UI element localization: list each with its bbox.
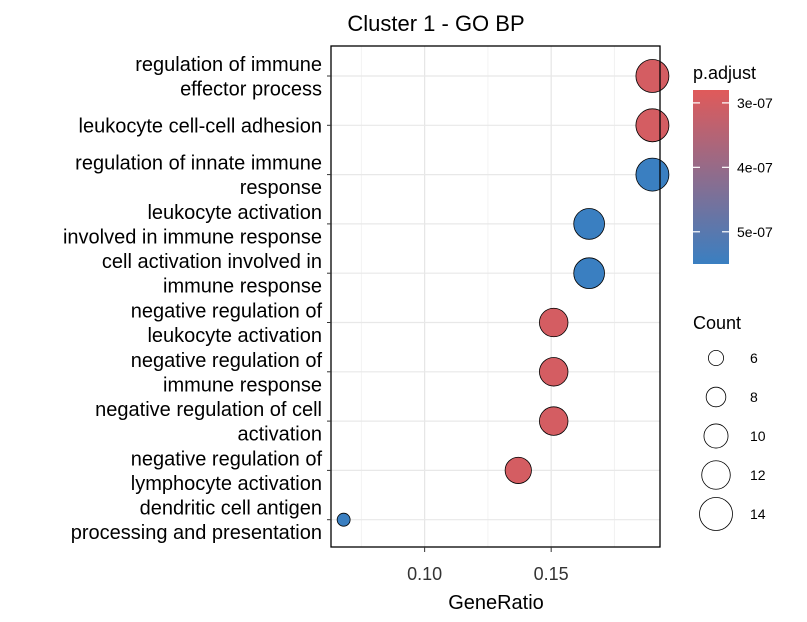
y-tick-label: activation xyxy=(238,424,323,446)
y-tick-label: lymphocyte activation xyxy=(131,473,322,495)
count-legend-label: 6 xyxy=(750,350,758,366)
x-axis-title: GeneRatio xyxy=(448,592,544,614)
count-legend-key xyxy=(703,423,729,449)
count-legend-key xyxy=(707,349,725,367)
y-tick-label: immune response xyxy=(163,374,322,396)
count-legend-label: 12 xyxy=(750,467,766,483)
y-tick-label: negative regulation of xyxy=(131,350,323,372)
x-tick-label: 0.15 xyxy=(534,564,569,584)
data-point xyxy=(539,307,569,338)
colorbar-tick-label: 4e-07 xyxy=(737,159,773,175)
colorbar-tick-label: 5e-07 xyxy=(737,224,773,240)
p-adjust-legend-title: p.adjust xyxy=(693,63,756,83)
data-point xyxy=(573,208,605,240)
count-legend-key xyxy=(701,460,731,490)
count-legend-title: Count xyxy=(693,313,741,333)
data-point xyxy=(336,512,351,527)
count-legend-key xyxy=(699,497,733,531)
y-tick-label: processing and presentation xyxy=(71,522,322,544)
y-tick-label: regulation of immune xyxy=(135,54,322,76)
y-tick-label: negative regulation of cell xyxy=(95,399,322,421)
y-tick-label: immune response xyxy=(163,276,322,298)
y-axis-labels: regulation of immune effector process leuk… xyxy=(63,54,331,544)
y-tick-label: involved in immune response xyxy=(63,226,322,248)
y-tick-label: leukocyte activation xyxy=(147,325,322,347)
x-tick-label: 0.10 xyxy=(407,564,442,584)
count-legend-label: 8 xyxy=(750,389,758,405)
data-point xyxy=(635,108,670,143)
colorbar-tick-label: 3e-07 xyxy=(737,95,773,111)
count-legend: Count 6 8 10 12 14 xyxy=(693,313,766,531)
data-point xyxy=(635,157,670,192)
data-point xyxy=(504,456,532,484)
x-axis: 0.10 0.15 xyxy=(407,547,569,584)
count-legend-label: 10 xyxy=(750,428,766,444)
y-tick-label: leukocyte cell-cell adhesion xyxy=(79,115,322,137)
y-tick-label: effector process xyxy=(180,79,322,101)
y-tick-label: negative regulation of xyxy=(131,301,323,323)
panel-border xyxy=(330,45,661,548)
data-point xyxy=(635,59,670,93)
data-point xyxy=(539,357,569,387)
p-adjust-colorbar xyxy=(693,90,729,264)
y-tick-label: cell activation involved in xyxy=(102,251,322,273)
chart-title: Cluster 1 - GO BP xyxy=(347,11,524,36)
y-tick-label: response xyxy=(240,177,322,199)
y-tick-label: dendritic cell antigen xyxy=(140,498,322,520)
data-point xyxy=(539,406,569,436)
count-legend-label: 14 xyxy=(750,506,766,522)
count-legend-key xyxy=(705,386,727,408)
y-tick-label: negative regulation of xyxy=(131,448,323,470)
y-tick-label: regulation of innate immune xyxy=(75,153,322,175)
y-tick-label: leukocyte activation xyxy=(147,202,322,224)
data-point xyxy=(573,257,605,289)
p-adjust-legend: p.adjust 3e-07 4e-07 5e-07 xyxy=(693,63,773,264)
plot-panel xyxy=(330,45,670,548)
